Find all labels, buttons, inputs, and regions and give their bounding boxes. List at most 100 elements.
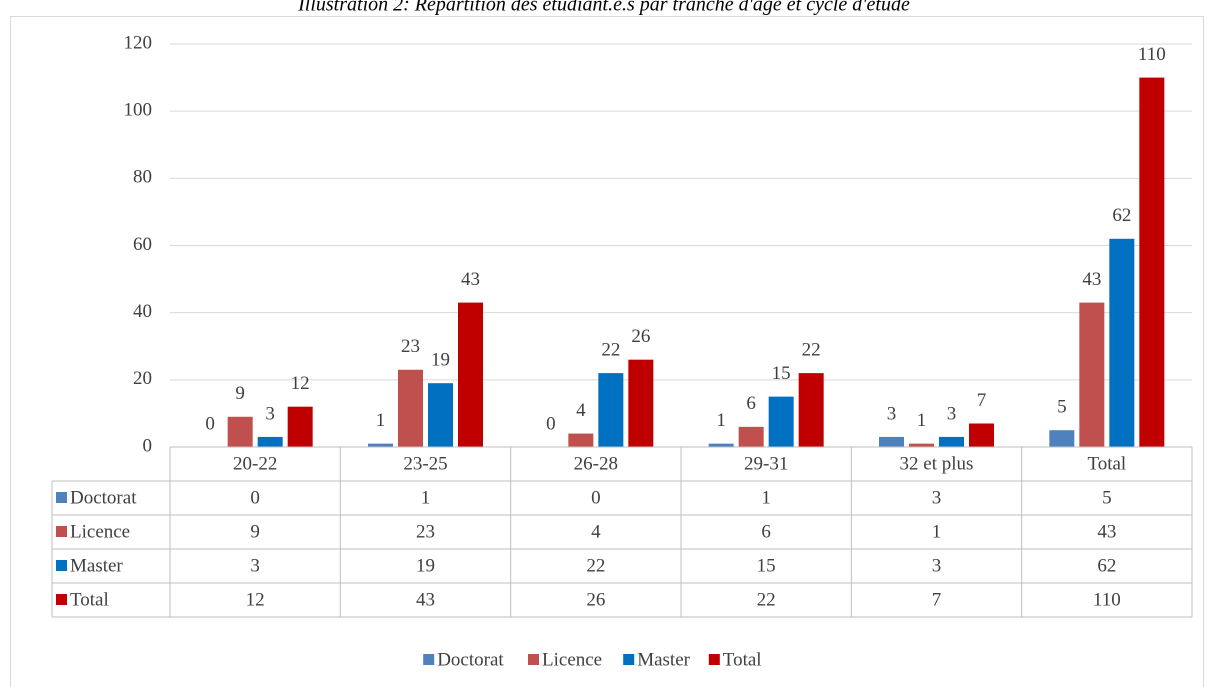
legend-key <box>623 654 635 665</box>
data-label: 3 <box>265 403 275 424</box>
bar <box>628 359 654 447</box>
y-tick-label: 100 <box>124 100 153 121</box>
data-label: 7 <box>977 390 987 411</box>
table-row-label: Total <box>70 589 109 610</box>
legend-key <box>708 654 720 665</box>
legend-key <box>56 492 67 503</box>
bar <box>798 373 824 447</box>
table-cell: 43 <box>1097 521 1116 542</box>
data-label: 3 <box>887 403 897 424</box>
table-cell: 23 <box>416 521 435 542</box>
legend-key <box>56 526 67 537</box>
bar <box>768 396 794 447</box>
table-row-label: Master <box>70 555 123 576</box>
table-cell: 22 <box>757 589 776 610</box>
bar <box>398 369 423 447</box>
table-cell: 15 <box>757 555 776 576</box>
data-label: 19 <box>431 350 450 371</box>
bar <box>227 416 253 447</box>
data-label: 1 <box>917 410 927 431</box>
data-label: 43 <box>461 269 480 290</box>
bar <box>939 436 964 447</box>
table-cell: 110 <box>1093 589 1121 610</box>
data-label: 1 <box>376 410 386 431</box>
table-cell: 6 <box>761 521 771 542</box>
y-tick-label: 60 <box>133 234 152 255</box>
legend-key <box>56 560 67 571</box>
table-cell: 1 <box>761 487 771 508</box>
bar <box>1139 77 1165 447</box>
table-cell: 19 <box>416 555 435 576</box>
bar <box>257 436 283 447</box>
table-cell: 9 <box>250 521 260 542</box>
bar <box>458 302 483 447</box>
data-label: 3 <box>947 403 957 424</box>
legend-label: Total <box>723 649 762 670</box>
table-cell: 4 <box>591 521 601 542</box>
table-cell: 1 <box>421 487 431 508</box>
x-tick-label: 32 et plus <box>900 453 974 474</box>
bar <box>598 373 624 447</box>
table-cell: 7 <box>932 589 942 610</box>
table-row-label: Licence <box>70 521 130 542</box>
chart-title: Illustration 2: Répartition des étudiant… <box>297 0 910 16</box>
bar <box>969 423 994 447</box>
bar <box>568 433 594 447</box>
table-cell: 3 <box>932 555 942 576</box>
data-label: 22 <box>601 339 620 360</box>
x-tick-label: 20-22 <box>233 453 277 474</box>
x-tick-label: Total <box>1087 453 1126 474</box>
data-label: 12 <box>291 373 310 394</box>
data-label: 43 <box>1082 269 1101 290</box>
table-cell: 3 <box>932 487 942 508</box>
bar <box>909 443 934 447</box>
y-tick-label: 40 <box>133 301 152 322</box>
y-tick-label: 120 <box>124 32 153 53</box>
data-label: 4 <box>576 400 586 421</box>
table-cell: 43 <box>416 589 435 610</box>
legend-key <box>528 654 539 665</box>
x-tick-label: 29-31 <box>744 453 788 474</box>
bar <box>368 443 393 447</box>
x-tick-label: 23-25 <box>403 453 447 474</box>
y-tick-label: 80 <box>133 167 152 188</box>
y-tick-label: 0 <box>143 435 153 456</box>
data-label: 22 <box>802 339 821 360</box>
y-tick-label: 20 <box>133 368 152 389</box>
data-label: 23 <box>401 336 420 357</box>
bar <box>287 406 313 447</box>
data-label: 5 <box>1057 397 1067 418</box>
legend-key <box>56 594 67 605</box>
data-label: 26 <box>631 326 650 347</box>
data-label: 0 <box>546 413 556 434</box>
table-cell: 3 <box>250 555 260 576</box>
legend-label: Master <box>637 649 690 670</box>
legend-label: Licence <box>542 649 602 670</box>
bar <box>1109 238 1135 447</box>
bar <box>738 426 764 447</box>
table-cell: 62 <box>1097 555 1116 576</box>
legend-key <box>423 654 435 665</box>
table-cell: 1 <box>932 521 942 542</box>
table-cell: 26 <box>586 589 605 610</box>
data-label: 15 <box>772 363 791 384</box>
bar <box>708 443 734 447</box>
chart-border <box>10 16 1204 687</box>
bar <box>1079 302 1105 447</box>
x-tick-label: 26-28 <box>574 453 618 474</box>
table-cell: 12 <box>246 589 265 610</box>
legend-label: Doctorat <box>437 649 504 670</box>
data-label: 6 <box>746 393 756 414</box>
data-label: 110 <box>1138 44 1166 65</box>
table-cell: 5 <box>1102 487 1112 508</box>
data-label: 9 <box>235 383 245 404</box>
table-row-label: Doctorat <box>70 487 137 508</box>
table-cell: 0 <box>250 487 260 508</box>
table-cell: 22 <box>586 555 605 576</box>
data-label: 1 <box>716 410 726 431</box>
table-cell: 0 <box>591 487 601 508</box>
bar <box>879 436 904 447</box>
data-label: 0 <box>205 413 215 434</box>
